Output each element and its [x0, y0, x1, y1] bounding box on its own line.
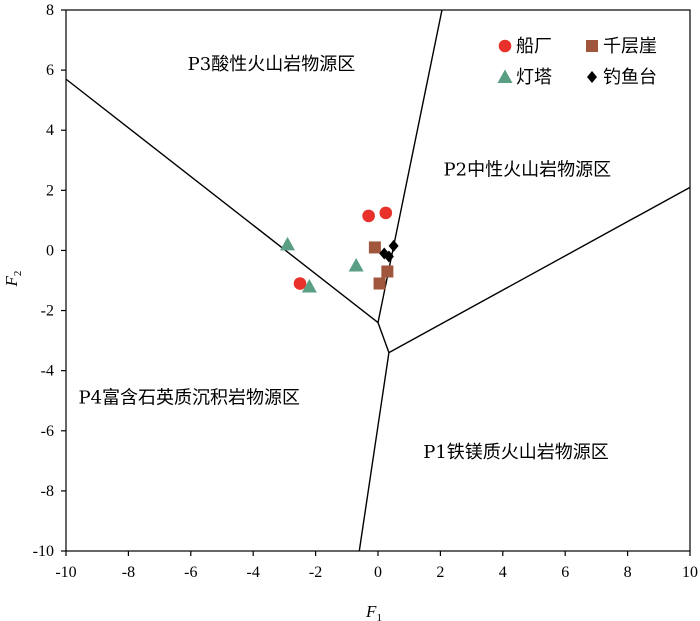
- y-tick-label: -8: [41, 483, 54, 500]
- x-tick-label: -10: [55, 564, 76, 581]
- legend-marker-triangle: [497, 69, 513, 83]
- data-point-triangle: [280, 236, 296, 251]
- data-point-triangle: [348, 257, 364, 272]
- data-points: [280, 206, 399, 293]
- y-axis-ticks: -10 -8 -6 -4 -2 0 2 4 6 8: [33, 2, 66, 560]
- region-label-3: P4富含石英质沉积岩物源区: [78, 388, 300, 409]
- y-tick-label: -4: [41, 363, 54, 380]
- legend-label: 灯塔: [516, 67, 552, 88]
- y-tick-label: 2: [46, 182, 54, 199]
- legend-marker-diamond: [587, 71, 597, 83]
- x-tick-label: -2: [309, 564, 322, 581]
- boundary-line-3: [388, 186, 691, 354]
- y-tick-label: 6: [46, 62, 54, 79]
- region-label-1: P3酸性火山岩物源区: [188, 54, 356, 75]
- region-label-2: P2中性火山岩物源区: [444, 159, 612, 180]
- data-point-diamond: [379, 247, 390, 260]
- y-tick-label: -2: [41, 303, 54, 320]
- data-point-triangle: [301, 279, 317, 293]
- x-tick-label: 6: [561, 564, 569, 581]
- data-point-square: [373, 277, 386, 290]
- legend-marker-square: [586, 40, 598, 52]
- x-tick-label: -8: [122, 564, 135, 581]
- y-tick-label: 0: [46, 242, 54, 259]
- data-point-square: [381, 265, 394, 278]
- legend-label: 钓鱼台: [603, 67, 657, 88]
- y-axis-label: F2: [2, 271, 24, 288]
- x-axis-label: F1: [365, 602, 382, 621]
- region-labels: P3酸性火山岩物源区 P2中性火山岩物源区 P4富含石英质沉积岩物源区 P1铁镁质火山…: [78, 54, 611, 463]
- x-axis-ticks: -10 -8 -6 -4 -2 0 2 4 6 8 10: [55, 551, 698, 581]
- x-tick-label: -4: [247, 564, 260, 581]
- data-point-circle: [362, 209, 375, 223]
- data-point-square: [368, 241, 381, 254]
- legend-marker-circle: [498, 39, 512, 53]
- data-point-circle: [379, 206, 393, 220]
- legend-label: 千层崖: [603, 36, 657, 57]
- data-point-circle: [293, 277, 307, 290]
- data-point-diamond: [388, 239, 399, 252]
- region-label-4: P1铁镁质火山岩物源区: [423, 442, 609, 463]
- y-tick-label: 4: [46, 122, 54, 139]
- y-tick-label: 8: [46, 2, 54, 19]
- legend-label: 船厂: [516, 36, 552, 57]
- x-tick-label: 2: [436, 564, 444, 581]
- y-tick-label: -6: [41, 423, 54, 440]
- x-tick-label: -6: [184, 564, 197, 581]
- x-tick-label: 0: [374, 564, 382, 581]
- x-tick-label: 10: [682, 564, 698, 581]
- y-tick-label: -10: [33, 543, 54, 560]
- boundary-line-1: [65, 78, 390, 552]
- x-tick-label: 4: [499, 564, 507, 581]
- data-point-diamond: [383, 250, 394, 263]
- x-tick-label: 8: [624, 564, 632, 581]
